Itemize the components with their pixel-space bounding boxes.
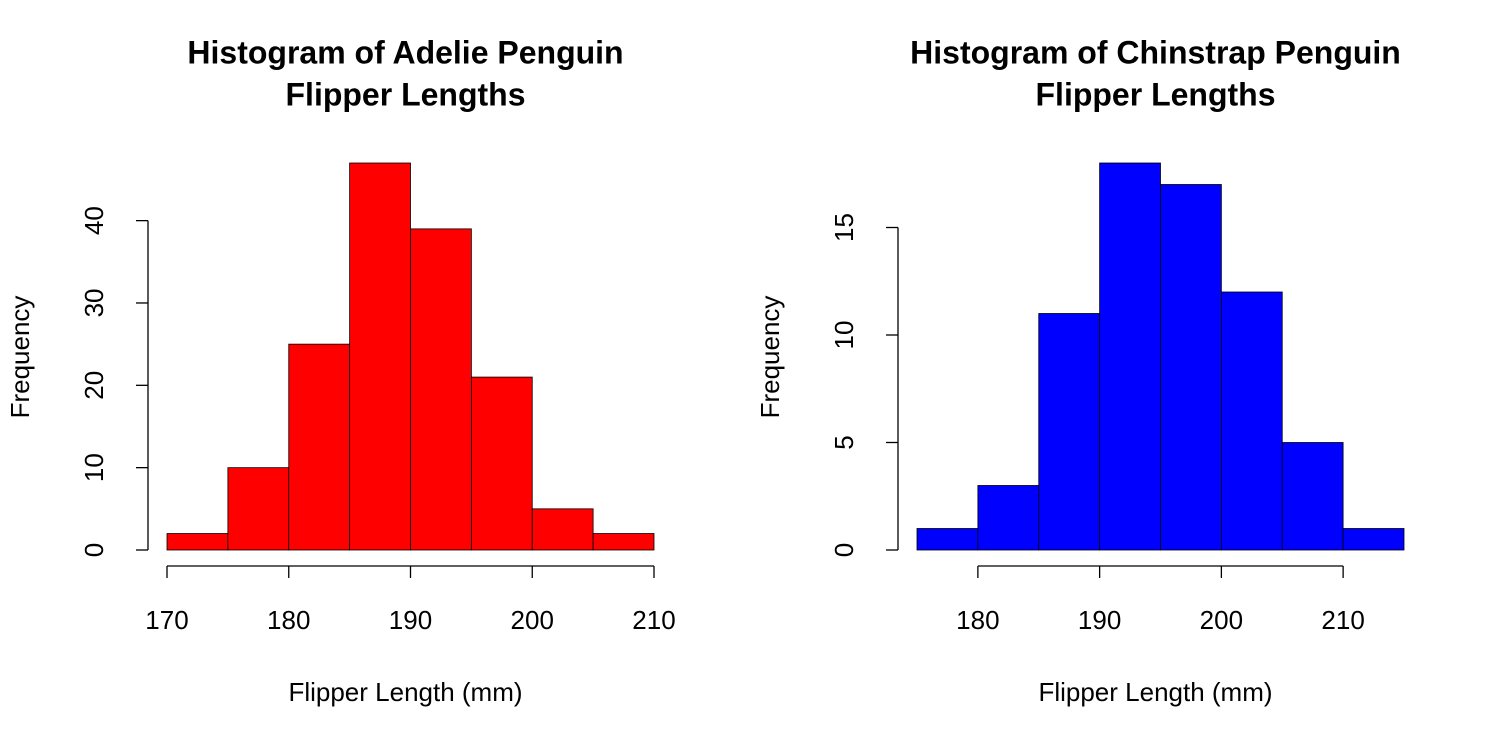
y-tick-label: 0	[829, 543, 859, 557]
y-tick-label: 5	[829, 435, 859, 449]
y-tick-label: 0	[79, 543, 109, 557]
bar	[166, 533, 229, 551]
y-axis-label: Frequency	[755, 296, 785, 419]
bar	[1220, 291, 1283, 551]
chart-title: Histogram of Adelie Penguin	[187, 34, 623, 70]
bar	[227, 467, 290, 551]
bar	[1281, 442, 1344, 551]
bar	[1038, 313, 1101, 551]
y-tick-label: 30	[79, 289, 109, 318]
y-tick-label: 10	[79, 453, 109, 482]
bar	[1099, 162, 1161, 551]
y-tick-label: 20	[79, 371, 109, 400]
x-tick-label: 210	[1321, 605, 1364, 635]
y-axis-label: Frequency	[5, 296, 35, 419]
bar	[531, 508, 594, 551]
x-axis-label: Flipper Length (mm)	[288, 677, 522, 707]
chart-title: Flipper Lengths	[286, 76, 526, 112]
x-tick-label: 170	[145, 605, 188, 635]
x-tick-label: 180	[267, 605, 310, 635]
y-tick-label: 15	[829, 213, 859, 242]
bar	[916, 528, 979, 551]
x-tick-label: 200	[511, 605, 554, 635]
x-tick-label: 190	[389, 605, 432, 635]
bar	[288, 343, 351, 551]
x-tick-label: 180	[956, 605, 999, 635]
x-axis-label: Flipper Length (mm)	[1038, 677, 1272, 707]
x-tick-label: 190	[1078, 605, 1121, 635]
bar	[1342, 528, 1405, 551]
chart-title: Flipper Lengths	[1036, 76, 1276, 112]
x-tick-label: 210	[632, 605, 675, 635]
chart-title: Histogram of Chinstrap Penguin	[910, 34, 1401, 70]
bar	[977, 485, 1040, 551]
y-tick-label: 10	[829, 321, 859, 350]
bar	[470, 376, 533, 551]
bar	[410, 228, 472, 551]
bar	[1160, 184, 1222, 551]
y-tick-label: 40	[79, 206, 109, 235]
bar	[592, 533, 655, 551]
x-tick-label: 200	[1200, 605, 1243, 635]
bar	[349, 162, 411, 551]
